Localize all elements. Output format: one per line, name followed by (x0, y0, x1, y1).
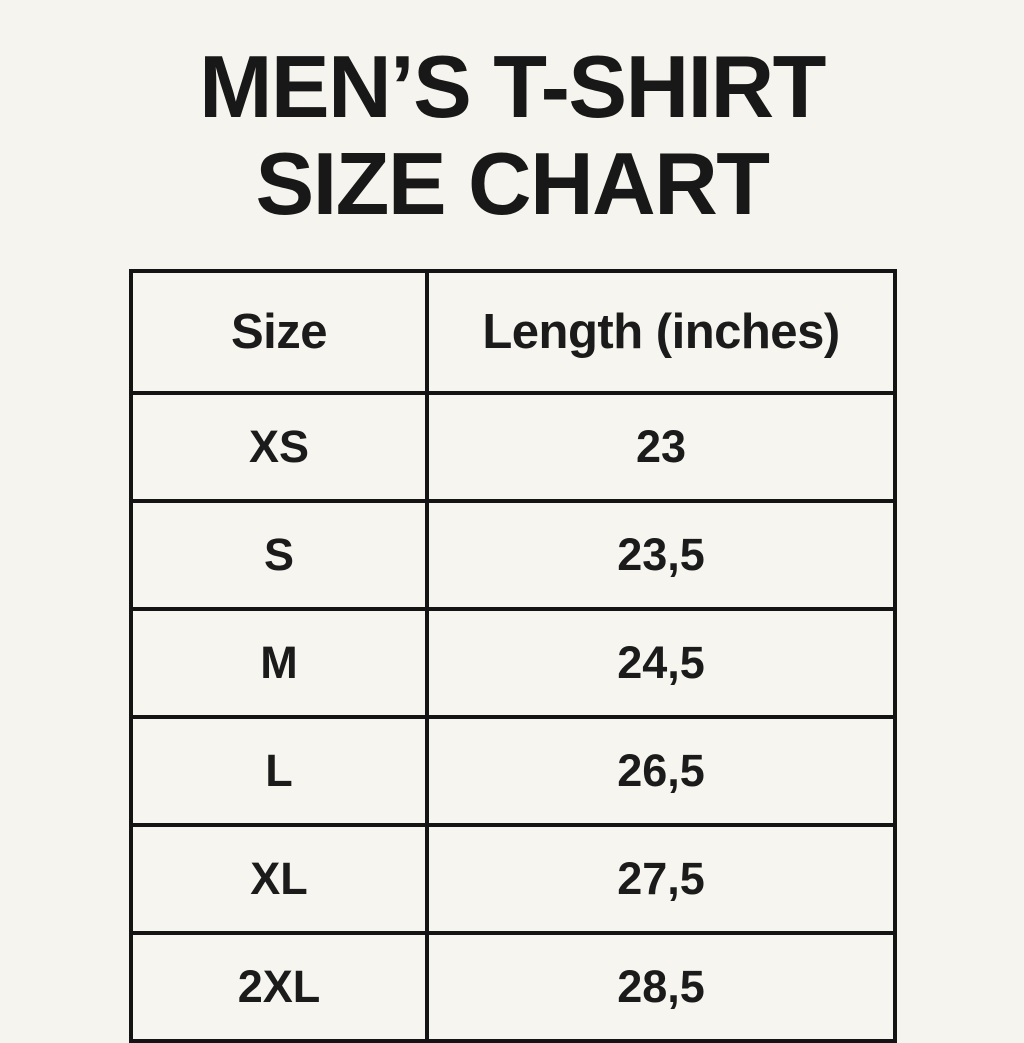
table-header-row: Size Length (inches) (129, 269, 897, 395)
table-row: L 26,5 (129, 715, 897, 827)
length-cell: 28,5 (425, 931, 897, 1043)
size-cell: S (129, 499, 429, 611)
size-cell: M (129, 607, 429, 719)
size-cell: 2XL (129, 931, 429, 1043)
table-row: S 23,5 (129, 499, 897, 611)
table-row: 2XL 28,5 (129, 931, 897, 1043)
table-row: M 24,5 (129, 607, 897, 719)
length-cell: 26,5 (425, 715, 897, 827)
table-row: XL 27,5 (129, 823, 897, 935)
length-cell: 23 (425, 391, 897, 503)
length-cell: 23,5 (425, 499, 897, 611)
page-title: MEN’S T-SHIRT SIZE CHART (0, 38, 1024, 232)
page-title-line2: SIZE CHART (255, 134, 771, 233)
column-header-size: Size (129, 269, 429, 395)
column-header-length: Length (inches) (425, 269, 897, 395)
size-chart-table: Size Length (inches) XS 23 S 23,5 M 24,5… (129, 269, 897, 1043)
table-row: XS 23 (129, 391, 897, 503)
size-cell: L (129, 715, 429, 827)
length-cell: 27,5 (425, 823, 897, 935)
page-title-line1: MEN’S T-SHIRT (199, 37, 826, 136)
size-cell: XL (129, 823, 429, 935)
length-cell: 24,5 (425, 607, 897, 719)
size-cell: XS (129, 391, 429, 503)
